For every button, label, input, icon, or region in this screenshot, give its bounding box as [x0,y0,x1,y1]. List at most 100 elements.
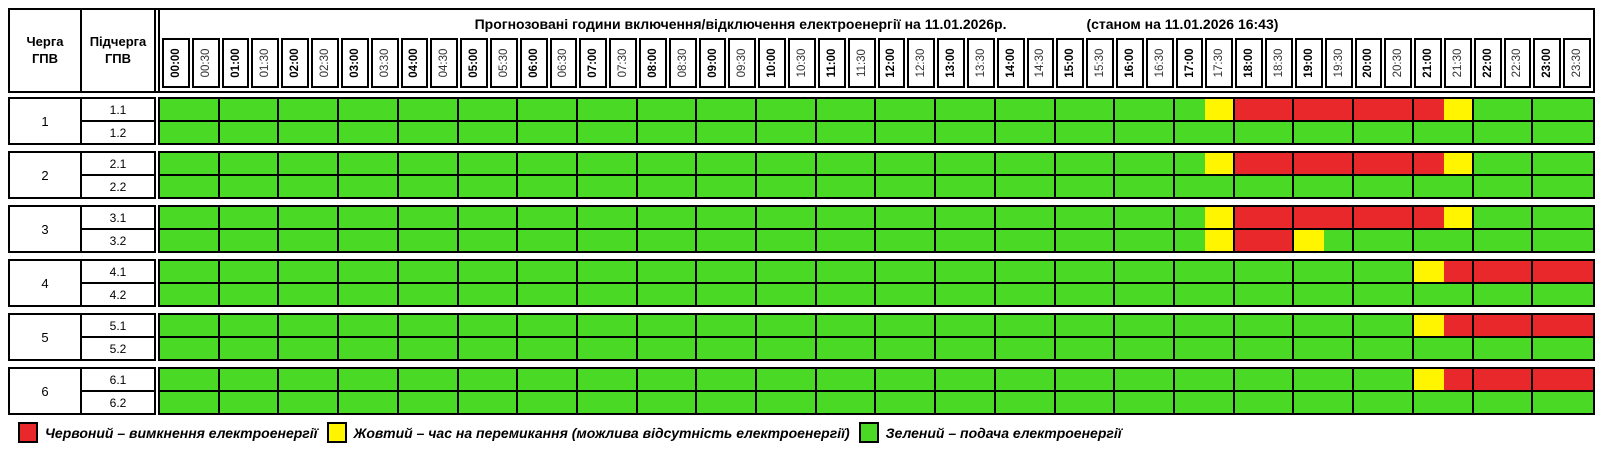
time-slot-22-00 [1473,261,1504,282]
time-slot-09-00 [697,122,728,143]
time-label: 14:00 [1004,48,1017,78]
time-slot-13-30 [966,176,996,197]
time-slot-06-30 [548,153,578,174]
time-slot-03-30 [368,176,399,197]
time-slot-01-30 [249,207,280,228]
time-slot-14-30 [1025,284,1056,305]
time-slot-11-30 [846,338,877,359]
time-slot-22-00 [1473,392,1504,413]
group-left-4: 4 4.1 4.2 [8,259,156,307]
time-slot-15-00 [1055,261,1086,282]
time-slot-20-00 [1354,99,1385,120]
time-slot-15-00 [1055,176,1086,197]
time-slot-12-30 [906,284,937,305]
time-slot-03-00 [339,99,369,120]
time-slot-09-00 [697,153,728,174]
time-slot-17-30 [1204,122,1235,143]
time-slot-18-30 [1264,176,1295,197]
time-slot-20-00 [1354,261,1385,282]
time-slot-05-00 [458,338,489,359]
time-slot-05-30 [488,176,519,197]
time-slot-02-30 [309,122,340,143]
time-slot-02-00 [279,284,310,305]
time-slot-10-30 [786,392,817,413]
time-slot-21-00 [1413,392,1444,413]
time-slot-08-00 [637,122,668,143]
time-slot-22-30 [1503,99,1534,120]
time-label: 21:30 [1451,48,1464,78]
queue-group-1: 1 1.1 1.2 [8,97,1595,145]
time-label: 02:00 [289,48,302,78]
time-cell-02-30: 02:30 [311,38,339,88]
time-slot-23-00 [1533,284,1564,305]
time-slot-15-00 [1055,392,1086,413]
schedule-row-6-2 [160,392,1593,413]
time-slot-14-30 [1025,153,1056,174]
time-slot-04-00 [398,230,429,251]
time-slot-22-00 [1473,207,1504,228]
time-slot-15-00 [1055,153,1086,174]
time-slot-09-00 [697,230,728,251]
time-slot-16-30 [1145,122,1176,143]
time-slot-10-00 [757,122,787,143]
time-slot-11-00 [816,176,847,197]
queue-column-header: Черга ГПВ [10,10,82,91]
time-slot-14-00 [995,153,1026,174]
time-cell-07-00: 07:00 [579,38,608,88]
time-slot-00-30 [189,176,220,197]
time-slot-09-30 [727,230,758,251]
time-slot-18-00 [1234,207,1265,228]
time-slot-03-30 [368,369,399,390]
time-slot-21-00 [1413,176,1444,197]
time-slot-19-00 [1294,338,1325,359]
time-slot-09-00 [697,176,728,197]
time-slot-01-00 [219,176,250,197]
time-slot-09-00 [697,284,728,305]
group-left-1: 1 1.1 1.2 [8,97,156,145]
time-slot-17-30 [1204,338,1235,359]
time-slot-23-00 [1533,122,1564,143]
time-slot-18-00 [1234,230,1265,251]
time-slot-20-30 [1384,369,1414,390]
queue-number-6: 6 [10,369,82,413]
time-slot-07-00 [577,99,608,120]
time-slot-16-30 [1145,230,1176,251]
time-slot-18-00 [1234,153,1265,174]
time-slot-20-00 [1354,369,1385,390]
time-slot-03-30 [368,392,399,413]
subqueue-column-3: 3.1 3.2 [82,207,154,251]
time-slot-16-00 [1115,284,1146,305]
time-label: 09:00 [706,48,719,78]
time-slot-08-30 [667,153,698,174]
time-slot-08-00 [637,99,668,120]
time-slot-07-00 [577,369,608,390]
time-slot-18-30 [1264,261,1295,282]
time-slot-08-00 [637,176,668,197]
time-slot-02-00 [279,153,310,174]
time-cell-18-30: 18:30 [1265,38,1293,88]
time-slot-02-00 [279,207,310,228]
time-slot-21-30 [1443,99,1474,120]
page-title: Прогнозовані години включення/відключенн… [474,16,1007,32]
time-slot-19-00 [1294,392,1325,413]
title-row: Прогнозовані години включення/відключенн… [160,10,1593,38]
time-slot-11-30 [846,261,877,282]
time-slot-02-00 [279,176,310,197]
time-slot-08-30 [667,284,698,305]
time-slot-03-00 [339,230,369,251]
time-slot-11-30 [846,284,877,305]
queue-group-2: 2 2.1 2.2 [8,151,1595,199]
time-slot-04-00 [398,284,429,305]
time-slot-20-30 [1384,230,1414,251]
time-slot-21-00 [1413,207,1444,228]
time-slot-19-00 [1294,315,1325,336]
time-slot-05-30 [488,369,519,390]
time-slot-23-00 [1533,153,1564,174]
subqueue-label-4-2: 4.2 [109,287,127,302]
group-left-2: 2 2.1 2.2 [8,151,156,199]
time-slot-01-30 [249,369,280,390]
time-slot-00-00 [160,207,190,228]
time-slot-22-30 [1503,207,1534,228]
time-slot-04-00 [398,207,429,228]
schedule-row-4-1 [160,261,1593,284]
